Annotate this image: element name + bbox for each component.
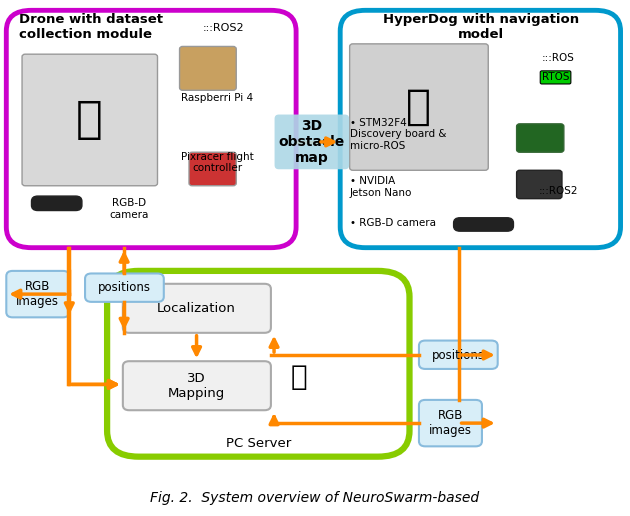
FancyBboxPatch shape — [85, 273, 164, 302]
FancyBboxPatch shape — [32, 196, 82, 211]
FancyBboxPatch shape — [419, 400, 482, 446]
Text: RTOS: RTOS — [542, 72, 570, 83]
Text: Drone with dataset
collection module: Drone with dataset collection module — [19, 13, 163, 41]
Text: Pixracer flight
controller: Pixracer flight controller — [181, 152, 254, 173]
Text: PC Server: PC Server — [226, 437, 291, 450]
FancyBboxPatch shape — [517, 170, 562, 199]
Text: positions: positions — [432, 348, 484, 362]
Text: 🚁: 🚁 — [76, 98, 103, 141]
FancyBboxPatch shape — [189, 152, 236, 186]
FancyBboxPatch shape — [180, 46, 236, 90]
Text: 🐕: 🐕 — [406, 86, 432, 128]
Text: • RGB-D camera: • RGB-D camera — [350, 218, 436, 228]
Text: Localization: Localization — [157, 302, 236, 315]
FancyBboxPatch shape — [22, 54, 158, 186]
Text: positions: positions — [98, 281, 151, 295]
FancyBboxPatch shape — [123, 284, 271, 333]
FancyBboxPatch shape — [350, 44, 488, 170]
FancyBboxPatch shape — [340, 10, 621, 248]
FancyBboxPatch shape — [107, 271, 410, 457]
FancyBboxPatch shape — [419, 341, 498, 369]
Text: Raspberri Pi 4: Raspberri Pi 4 — [181, 93, 253, 103]
FancyBboxPatch shape — [6, 271, 69, 317]
Text: 3D
Mapping: 3D Mapping — [168, 372, 225, 400]
Text: 3D
obstacle
map: 3D obstacle map — [278, 119, 345, 165]
Text: Fig. 2.  System overview of NeuroSwarm-based: Fig. 2. System overview of NeuroSwarm-ba… — [151, 491, 479, 505]
Text: HyperDog with navigation
model: HyperDog with navigation model — [382, 13, 579, 41]
Text: RGB-D
camera: RGB-D camera — [110, 198, 149, 220]
Text: :::ROS: :::ROS — [542, 53, 575, 63]
FancyBboxPatch shape — [123, 361, 271, 410]
Text: :::ROS2: :::ROS2 — [539, 186, 578, 196]
Text: 🖥️: 🖥️ — [291, 363, 307, 391]
Text: RGB
images: RGB images — [16, 280, 59, 308]
Text: • NVIDIA
Jetson Nano: • NVIDIA Jetson Nano — [350, 176, 412, 198]
FancyBboxPatch shape — [517, 124, 564, 152]
Text: RGB
images: RGB images — [429, 409, 472, 437]
Text: • STM32F4
Discovery board &
micro-ROS: • STM32F4 Discovery board & micro-ROS — [350, 118, 446, 151]
FancyBboxPatch shape — [6, 10, 296, 248]
Text: :::ROS2: :::ROS2 — [203, 23, 244, 34]
FancyBboxPatch shape — [454, 218, 513, 231]
